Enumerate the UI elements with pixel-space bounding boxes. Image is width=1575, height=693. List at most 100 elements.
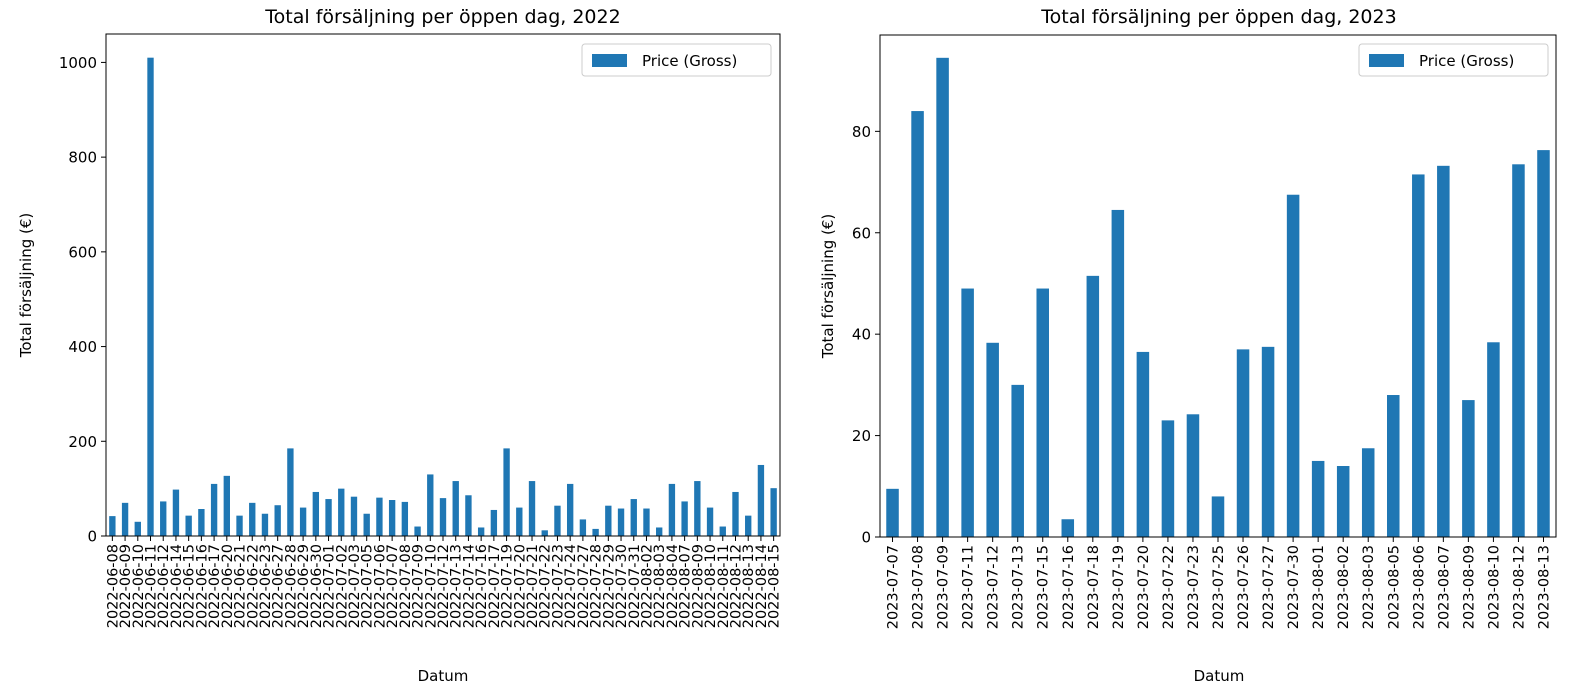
chart-panel-2022: Total försäljning per öppen dag, 2022 02… [17,6,783,685]
x-tick-label: 2022-06-28 [283,544,299,628]
x-tick-label: 2023-08-10 [1486,545,1502,629]
x-tick-label: 2022-08-10 [703,544,719,628]
x-tick-label: 2023-07-30 [1286,545,1302,629]
x-tick-label: 2022-06-20 [220,544,236,628]
x-tick-label: 2023-07-07 [886,545,902,629]
x-tick-label: 2022-07-24 [563,544,579,628]
x-tick-label: 2022-07-14 [461,544,477,628]
bar [299,507,307,536]
x-tick-label: 2023-08-09 [1461,545,1477,629]
x-tick-label: 2023-07-22 [1161,545,1177,629]
x-tick-label: 2023-07-08 [911,545,927,629]
bar [1286,194,1300,538]
bar [503,448,510,536]
x-tick-label: 2022-07-01 [322,544,338,628]
bar [745,515,752,536]
bar [694,481,701,536]
bar [134,521,141,536]
x-tick-label: 2022-07-08 [398,544,414,628]
bar [198,509,205,536]
bar [1512,164,1525,538]
bar [566,483,574,536]
y-tick-label: 60 [852,224,871,242]
x-tick-label: 2022-07-17 [487,544,503,628]
bar [350,496,358,536]
x-tick-label: 2023-07-19 [1111,545,1127,629]
bar [1136,351,1150,537]
x-tick-label: 2022-06-22 [245,544,261,628]
y-tick-label: 200 [68,433,97,451]
x-tick-label: 2022-07-20 [512,544,528,628]
bar [1387,395,1400,537]
x-ticks-2023: 2023-07-07 2023-07-08 2023-07-09 2023-07-11… [886,537,1552,629]
bar [401,501,409,536]
x-tick-label: 2023-08-03 [1361,545,1377,629]
x-tick-label: 2022-08-07 [678,544,694,628]
chart-panel-2023: Total försäljning per öppen dag, 2023 02… [819,6,1557,685]
bar [1211,496,1225,537]
bar [147,57,154,537]
x-tick-label: 2022-07-22 [538,544,554,628]
x-tick-label: 2023-08-01 [1311,545,1327,629]
bar [1261,346,1275,537]
x-tick-label: 2022-07-03 [347,544,363,628]
x-tick-label: 2023-08-13 [1536,545,1552,629]
bars-2022 [109,57,777,537]
x-ticks-2022: 2022-06-082022-06-092022-06-102022-06-11… [105,536,783,628]
bar [1111,209,1125,537]
x-tick-label: 2022-06-12 [156,544,172,628]
x-tick-label: 2023-07-25 [1211,545,1227,629]
y-ticks-2023: 0 20 40 60 80 [852,123,880,547]
x-tick-label: 2023-08-02 [1336,545,1352,629]
x-tick-label: 2022-07-12 [436,544,452,628]
y-ticks-2022: 0 200 400 600 800 1000 [59,54,106,546]
bar [261,513,269,536]
x-tick-label: 2022-08-09 [690,544,706,628]
y-tick-label: 20 [852,427,871,445]
bar [719,526,726,536]
y-tick-label: 40 [852,326,871,344]
bar [1236,349,1250,537]
bar [1311,460,1325,537]
bar [554,505,561,536]
bar [656,527,663,536]
bar [1462,400,1475,537]
x-tick-label: 2022-07-23 [550,544,566,628]
x-tick-label: 2023-07-16 [1061,545,1077,629]
bar [757,464,765,536]
bar [643,508,650,536]
x-tick-label: 2022-06-09 [118,544,134,628]
bar [528,481,536,536]
bar [1336,466,1350,537]
bar [465,495,472,536]
bar [452,481,459,536]
x-tick-label: 2022-08-12 [728,544,744,628]
bar [312,491,320,536]
x-tick-label: 2022-06-29 [296,544,312,628]
x-tick-label: 2022-07-10 [423,544,439,628]
bar [706,507,714,536]
x-tick-label: 2022-07-30 [614,544,630,628]
bar [1036,288,1049,537]
chart-title-2023: Total försäljning per öppen dag, 2023 [1040,6,1396,28]
bar [210,483,218,536]
y-axis-label-2022: Total försäljning (€) [17,213,35,359]
bar [172,489,180,536]
x-tick-label: 2022-06-16 [194,544,210,628]
bar [223,475,230,536]
x-axis-label-2023: Datum [1194,667,1245,685]
bar [911,111,924,537]
x-tick-label: 2022-06-10 [131,544,147,628]
bar [185,515,192,536]
bar [121,502,129,536]
legend-label-2023: Price (Gross) [1419,52,1514,70]
bar [1437,165,1450,537]
x-tick-label: 2022-08-04 [665,544,681,628]
bar [668,483,676,536]
bar [1061,519,1075,537]
bar [388,500,396,536]
x-tick-label: 2022-08-15 [767,544,783,628]
bar [617,508,625,536]
bar [630,499,637,536]
y-tick-label: 400 [68,338,97,356]
